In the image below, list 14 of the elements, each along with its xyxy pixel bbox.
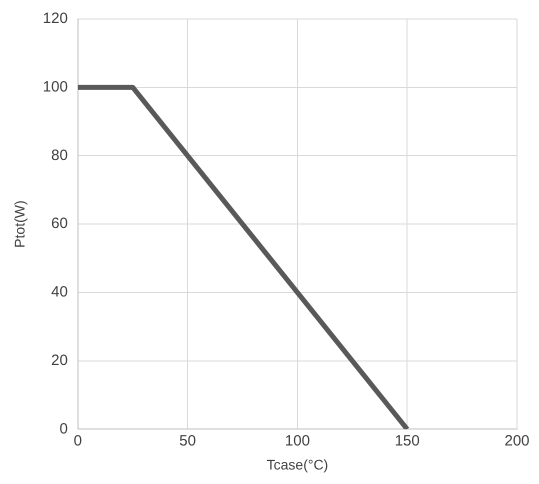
x-tick-label: 100 xyxy=(284,432,310,450)
y-tick-label: 100 xyxy=(42,78,68,96)
x-tick-label: 0 xyxy=(74,432,82,450)
y-tick-label: 20 xyxy=(51,352,68,369)
y-tick-label: 40 xyxy=(51,284,68,301)
x-tick-label: 50 xyxy=(179,432,196,450)
y-axis-title: Ptot(W) xyxy=(11,200,28,248)
x-axis-title: Tcase(°C) xyxy=(266,456,328,472)
y-tick-label: 120 xyxy=(42,10,68,28)
x-tick-label: 200 xyxy=(504,432,530,450)
y-tick-label: 80 xyxy=(51,146,68,164)
y-tick-label: 60 xyxy=(51,215,68,232)
y-tick-label: 0 xyxy=(59,420,68,438)
x-tick-label: 150 xyxy=(394,432,420,450)
